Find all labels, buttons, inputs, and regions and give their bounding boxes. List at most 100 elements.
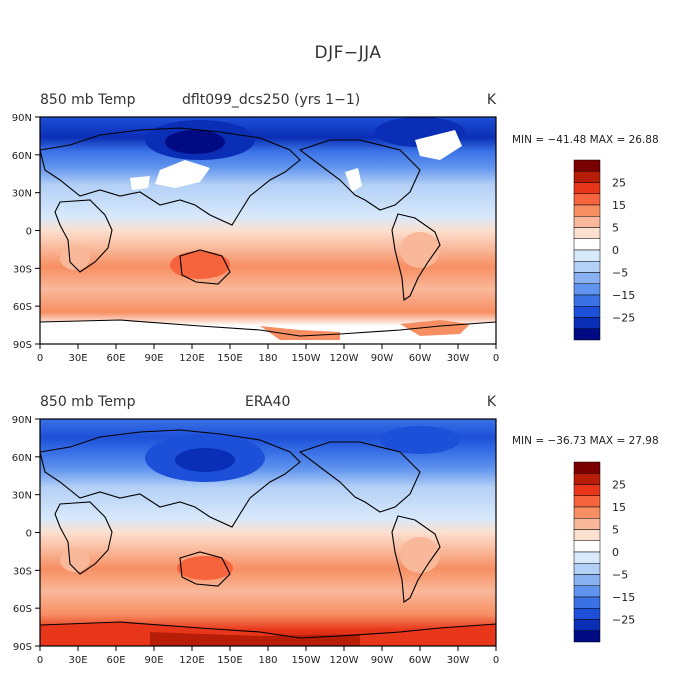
- lon-tick-label: 60E: [106, 353, 125, 364]
- colorbar-swatch: [573, 182, 601, 194]
- axis-ticks: 0 30E 60E 90E 120E 150E 180 150W 120W 90W 60W 30W 09…: [12, 415, 499, 666]
- colorbar-swatch: [573, 193, 601, 206]
- colorbar-swatch: [573, 306, 601, 318]
- panel-center-title: ERA40: [245, 394, 290, 410]
- map-panel-model: 850 mb Temp dflt099_dcs250 (yrs 1−1) K: [12, 92, 659, 364]
- colorbar-swatch: [573, 540, 601, 553]
- lon-tick-label: 150E: [217, 655, 242, 666]
- colorbar-swatch: [573, 294, 601, 307]
- colorbar-swatch: [573, 630, 601, 643]
- lon-tick-label: 0: [493, 353, 499, 364]
- colorbar-swatch: [573, 249, 601, 262]
- lat-tick-label: 90S: [13, 642, 32, 653]
- colorbar-swatch: [573, 328, 601, 341]
- lat-tick-label: 60S: [13, 604, 32, 615]
- colorbar-label: 25: [612, 479, 626, 492]
- colorbar-swatch: [573, 238, 601, 251]
- lon-tick-label: 0: [37, 353, 43, 364]
- lon-tick-label: 0: [493, 655, 499, 666]
- lat-tick-label: 90N: [12, 415, 32, 426]
- colorbar-label: 15: [612, 199, 626, 212]
- lon-tick-label: 90E: [144, 655, 163, 666]
- colorbar-swatch: [573, 261, 601, 273]
- lon-tick-label: 60W: [409, 655, 432, 666]
- colorbar-swatch: [573, 317, 601, 329]
- lat-tick-label: 30N: [12, 491, 32, 502]
- lon-tick-label: 150W: [292, 353, 321, 364]
- colorbar-swatch: [573, 171, 601, 183]
- colorbar-label: −5: [612, 267, 628, 280]
- colorbar-label: −25: [612, 614, 635, 627]
- colorbar-swatch: [573, 574, 601, 586]
- lon-tick-label: 30W: [447, 353, 470, 364]
- colorbar-swatch: [573, 596, 601, 609]
- lon-tick-label: 180: [258, 353, 277, 364]
- colorbar-swatch: [573, 216, 601, 228]
- lat-tick-label: 30N: [12, 189, 32, 200]
- colorbar-swatch: [573, 227, 601, 239]
- colorbar-swatch: [573, 272, 601, 284]
- colorbar-swatch: [573, 159, 601, 172]
- panel-units: K: [487, 394, 497, 410]
- lon-tick-label: 90W: [371, 353, 394, 364]
- colorbar-swatch: [573, 495, 601, 508]
- colorbar-swatch: [573, 551, 601, 564]
- lon-tick-label: 30E: [68, 655, 87, 666]
- lon-tick-label: 90W: [371, 655, 394, 666]
- lon-tick-label: 90E: [144, 353, 163, 364]
- lat-tick-label: 30S: [13, 566, 32, 577]
- min-max-stats: MIN = −36.73 MAX = 27.98: [512, 435, 659, 447]
- lon-tick-label: 60E: [106, 655, 125, 666]
- colorbar-label: 5: [612, 524, 619, 537]
- colorbar-swatch: [573, 473, 601, 485]
- colorbar-label: 0: [612, 244, 619, 257]
- lat-tick-label: 60N: [12, 151, 32, 162]
- panel-center-title: dflt099_dcs250 (yrs 1−1): [182, 92, 360, 108]
- colorbar: 25 15 5 0 −5 −15 −25: [573, 159, 635, 341]
- colorbar-swatch: [573, 506, 601, 519]
- colorbar-label: −15: [612, 591, 635, 604]
- colorbar-label: 0: [612, 546, 619, 559]
- lon-tick-label: 60W: [409, 353, 432, 364]
- lon-tick-label: 180: [258, 655, 277, 666]
- figure-title: DJF−JJA: [315, 43, 382, 63]
- lon-tick-label: 150E: [217, 353, 242, 364]
- lat-tick-label: 0: [26, 529, 32, 540]
- lat-tick-label: 30S: [13, 264, 32, 275]
- colorbar-swatch: [573, 585, 601, 598]
- colorbar-swatch: [573, 283, 601, 296]
- colorbar-swatch: [573, 608, 601, 620]
- lon-tick-label: 120E: [179, 353, 204, 364]
- panel-left-title: 850 mb Temp: [40, 92, 136, 108]
- lat-tick-label: 90N: [12, 113, 32, 124]
- colorbar-label: −15: [612, 289, 635, 302]
- colorbar-label: −5: [612, 569, 628, 582]
- lat-tick-label: 60N: [12, 453, 32, 464]
- lon-tick-label: 120E: [179, 655, 204, 666]
- colorbar-label: 5: [612, 222, 619, 235]
- min-max-stats: MIN = −41.48 MAX = 26.88: [512, 134, 659, 146]
- map-panel-era40: 850 mb Temp ERA40 K 0 30E 60E 90E 120E 150E 18…: [12, 394, 659, 666]
- colorbar-swatch: [573, 204, 601, 217]
- lon-tick-label: 0: [37, 655, 43, 666]
- lon-tick-label: 30E: [68, 353, 87, 364]
- lon-tick-label: 150W: [292, 655, 321, 666]
- colorbar-swatch: [573, 518, 601, 530]
- lat-tick-label: 0: [26, 227, 32, 238]
- lon-tick-label: 120W: [330, 353, 359, 364]
- colorbar-label: −25: [612, 312, 635, 325]
- colorbar-swatch: [573, 529, 601, 541]
- lon-tick-label: 30W: [447, 655, 470, 666]
- colorbar-label: 15: [612, 501, 626, 514]
- panel-left-title: 850 mb Temp: [40, 394, 136, 410]
- axis-ticks: 0 30E 60E 90E 120E 150E 180 150W 120W 90W 60W 30W 09…: [12, 113, 499, 364]
- colorbar-label: 25: [612, 177, 626, 190]
- colorbar-swatch: [573, 461, 601, 474]
- colorbar: 25 15 5 0 −5 −15 −25: [573, 461, 635, 643]
- temperature-field: [40, 117, 496, 344]
- colorbar-swatch: [573, 563, 601, 575]
- colorbar-swatch: [573, 619, 601, 631]
- lon-tick-label: 120W: [330, 655, 359, 666]
- lat-tick-label: 90S: [13, 340, 32, 351]
